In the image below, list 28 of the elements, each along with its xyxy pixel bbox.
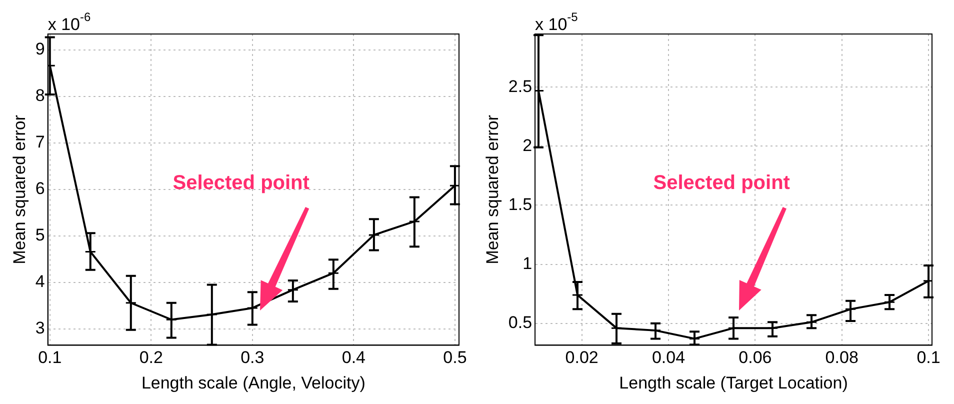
y-tick-label: 6 [35, 179, 45, 198]
x-tick-label: 0.3 [240, 348, 264, 368]
x-tick-label: 0.04 [652, 348, 686, 368]
x-axis-title: Length scale (Angle, Velocity) [141, 373, 366, 392]
x-axis-title: Length scale (Target Location) [619, 373, 848, 392]
y-axis-title: Mean squared error [482, 114, 502, 264]
x-tick-label: 0.1 [916, 348, 940, 368]
y-axis-title: Mean squared error [10, 114, 29, 264]
y-tick-label: 1 [522, 254, 532, 273]
x-tick-label: 0.5 [443, 348, 467, 368]
x-tick-label: 0.08 [825, 348, 858, 368]
x-tick-label: 0.2 [139, 348, 163, 368]
x-tick-label: 0.06 [738, 348, 772, 368]
y-tick-label: 1.5 [508, 194, 532, 214]
annotation: Selected point [172, 172, 310, 194]
y-tick-label: 7 [35, 132, 45, 152]
x-tick-label: 0.02 [565, 348, 598, 368]
y-tick-label: 4 [35, 272, 45, 292]
y-tick-label: 3 [35, 318, 45, 338]
y-tick-label: 2 [522, 136, 532, 155]
y-tick-label: 9 [35, 40, 45, 59]
y-tick-label: 5 [35, 226, 45, 245]
x-tick-label: 0.1 [38, 348, 62, 368]
y-tick-label: 8 [35, 86, 45, 106]
x-tick-label: 0.4 [342, 348, 366, 368]
y-tick-label: 2.5 [508, 76, 532, 96]
y-tick-label: 0.5 [508, 313, 532, 332]
annotation: Selected point [653, 172, 790, 194]
